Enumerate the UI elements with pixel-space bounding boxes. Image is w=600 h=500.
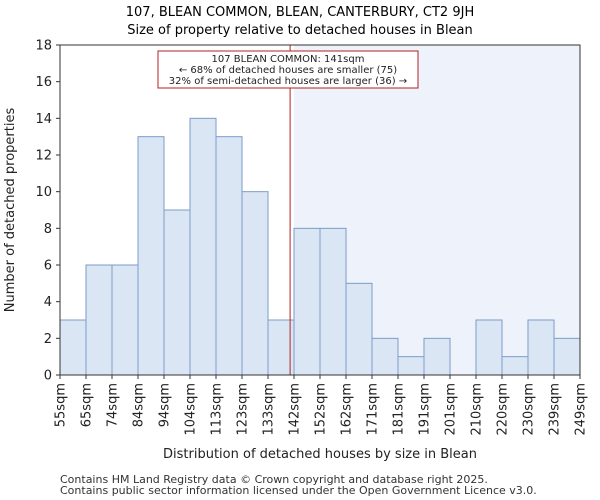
y-tick-label: 2 (44, 332, 52, 347)
x-tick-label: 74sqm (106, 383, 121, 427)
x-tick-label: 171sqm (366, 383, 381, 436)
histogram-bar (189, 117, 217, 376)
y-tick-label: 6 (44, 259, 52, 274)
y-tick-label: 10 (35, 185, 52, 200)
histogram-bar (111, 264, 139, 376)
x-tick-label: 239sqm (548, 383, 563, 436)
x-tick-label: 65sqm (80, 383, 95, 427)
x-tick-label: 104sqm (184, 383, 199, 436)
annotation-line3: 32% of semi-detached houses are larger (… (169, 76, 407, 87)
y-tick-label: 0 (44, 369, 52, 384)
histogram-bar (345, 282, 373, 376)
histogram-bar (85, 264, 113, 376)
annotation-line1: 107 BLEAN COMMON: 141sqm (212, 54, 365, 65)
annotation-line2: ← 68% of detached houses are smaller (75… (179, 65, 397, 76)
x-tick-label: 84sqm (132, 383, 147, 427)
y-tick-label: 16 (35, 75, 52, 90)
x-tick-label: 201sqm (444, 383, 459, 436)
chart-title: 107, BLEAN COMMON, BLEAN, CANTERBURY, CT… (126, 5, 474, 20)
x-tick-label: 230sqm (522, 383, 537, 436)
histogram-bar (215, 136, 243, 376)
x-tick-label: 181sqm (392, 383, 407, 436)
histogram-bar (319, 227, 347, 376)
histogram-bar (553, 337, 581, 376)
x-tick-label: 191sqm (418, 383, 433, 436)
histogram-bar (371, 337, 399, 376)
histogram-bar (527, 319, 555, 376)
x-tick-label: 162sqm (340, 383, 355, 436)
x-tick-label: 152sqm (314, 383, 329, 436)
x-tick-label: 249sqm (574, 383, 589, 436)
y-tick-label: 12 (35, 149, 52, 164)
x-tick-label: 133sqm (262, 383, 277, 436)
histogram-bar (241, 191, 269, 376)
footer-line1: Contains HM Land Registry data © Crown c… (60, 473, 488, 486)
x-tick-label: 210sqm (470, 383, 485, 436)
x-tick-label: 123sqm (236, 383, 251, 436)
histogram-bar (397, 356, 425, 376)
histogram-bar (137, 136, 165, 376)
x-tick-label: 142sqm (288, 383, 303, 436)
footer-line2: Contains public sector information licen… (60, 484, 537, 497)
chart-subtitle: Size of property relative to detached ho… (127, 23, 473, 38)
histogram-bar (59, 319, 87, 376)
x-tick-label: 113sqm (210, 383, 225, 436)
histogram-bar (293, 227, 321, 376)
histogram-bar (501, 356, 529, 376)
y-axis-label: Number of detached properties (3, 108, 18, 313)
x-tick-label: 55sqm (54, 383, 69, 427)
y-tick-label: 14 (35, 112, 52, 127)
histogram-bar (163, 209, 191, 376)
y-tick-label: 18 (35, 39, 52, 54)
x-tick-label: 94sqm (158, 383, 173, 427)
annotation-box: 107 BLEAN COMMON: 141sqm ← 68% of detach… (157, 50, 419, 89)
x-tick-label: 220sqm (496, 383, 511, 436)
x-axis-label: Distribution of detached houses by size … (163, 447, 477, 462)
y-tick-label: 4 (44, 295, 52, 310)
histogram-bar (423, 337, 451, 376)
y-tick-label: 8 (44, 222, 52, 237)
histogram-bar (475, 319, 503, 376)
